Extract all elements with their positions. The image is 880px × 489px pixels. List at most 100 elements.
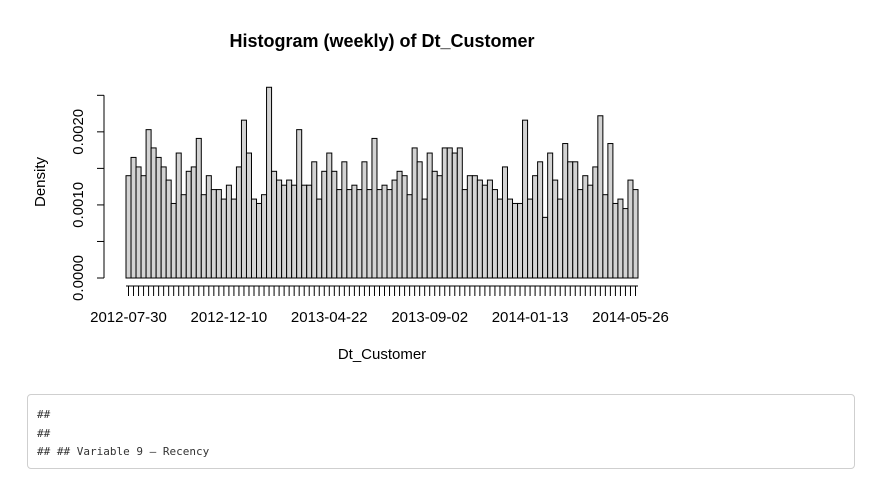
histogram-bar — [421, 198, 428, 279]
histogram-bar — [456, 147, 463, 279]
histogram-bar — [321, 170, 328, 279]
histogram-bar — [461, 189, 468, 279]
histogram-bar — [522, 119, 529, 279]
histogram-bar — [582, 175, 589, 279]
histogram-bar — [512, 202, 519, 279]
histogram-bar — [396, 170, 403, 279]
x-tick-label: 2012-07-30 — [90, 309, 167, 326]
histogram-bar — [466, 175, 473, 279]
histogram-bar — [371, 137, 378, 279]
histogram-bars — [125, 86, 639, 279]
console-line: ## — [37, 426, 51, 440]
histogram-bar — [572, 161, 579, 279]
histogram-bar — [155, 156, 162, 279]
histogram-bar — [597, 115, 604, 279]
histogram-bar — [587, 184, 594, 279]
histogram-bar — [411, 147, 418, 279]
histogram-bar — [135, 166, 142, 279]
histogram-bar — [401, 175, 408, 279]
histogram-bar — [205, 175, 212, 279]
histogram-bar — [225, 184, 232, 279]
x-tick-label: 2013-04-22 — [291, 309, 368, 326]
histogram-bar — [130, 156, 137, 279]
histogram-bar — [436, 175, 443, 279]
histogram-bar — [622, 208, 629, 279]
histogram-bar — [567, 161, 574, 279]
histogram-bar — [250, 198, 258, 279]
histogram-bar — [416, 161, 423, 279]
histogram-bar — [291, 184, 298, 279]
histogram-bar — [341, 161, 348, 279]
x-axis-label: Dt_Customer — [338, 346, 426, 363]
histogram-bar — [346, 189, 353, 279]
y-tick-label: 0.0000 — [70, 255, 87, 301]
histogram-bar — [240, 119, 247, 279]
histogram-bar — [552, 179, 559, 279]
histogram-bar — [160, 166, 167, 279]
histogram-bar — [592, 166, 599, 279]
histogram-bar — [256, 202, 263, 279]
histogram-bar — [577, 189, 584, 279]
histogram-bar — [537, 161, 544, 279]
histogram-bar — [361, 161, 368, 279]
y-tick-label: 0.0010 — [70, 182, 87, 228]
histogram-bar — [547, 152, 554, 279]
histogram-bar — [431, 170, 438, 279]
histogram-bar — [165, 179, 172, 279]
histogram-bar — [185, 170, 192, 279]
x-tick-label: 2012-12-10 — [191, 309, 268, 326]
histogram-bar — [200, 194, 207, 279]
histogram-bar — [245, 152, 252, 279]
histogram-bar — [271, 170, 278, 279]
histogram-bar — [557, 198, 564, 279]
histogram-bar — [306, 184, 313, 279]
histogram-bar — [617, 198, 624, 279]
histogram-bar — [140, 175, 147, 279]
histogram-bar — [391, 179, 398, 279]
console-line: ## ## Variable 9 — Recency — [37, 445, 210, 458]
histogram-bar — [471, 175, 478, 279]
x-tick-label: 2014-01-13 — [492, 309, 569, 326]
histogram-bar — [501, 166, 508, 279]
histogram-bar — [476, 179, 483, 279]
histogram-bar — [426, 152, 433, 279]
histogram-bar — [532, 175, 539, 279]
histogram-bar — [175, 152, 182, 279]
histogram-bar — [180, 194, 187, 279]
x-tick-label: 2013-09-02 — [391, 309, 468, 326]
console-output: ## ## ## ## Variable 9 — Recency — [27, 394, 855, 469]
histogram-bar — [210, 189, 217, 279]
histogram-bar — [356, 189, 363, 279]
histogram-bar — [527, 198, 534, 279]
histogram-bar — [125, 175, 132, 279]
histogram-bar — [220, 198, 227, 279]
histogram-bar — [406, 194, 413, 279]
histogram-bar — [296, 129, 303, 279]
histogram-bar — [266, 86, 273, 279]
histogram-bar — [316, 198, 323, 279]
histogram-bar — [336, 189, 343, 279]
histogram-bar — [451, 152, 458, 279]
y-tick-label: 0.0020 — [70, 109, 87, 155]
histogram-bar — [542, 216, 549, 279]
histogram-bar — [486, 179, 493, 279]
y-axis-label: Density — [32, 156, 49, 207]
histogram-bar — [386, 189, 393, 279]
histogram-bar — [481, 184, 488, 279]
histogram-bar — [441, 147, 448, 279]
histogram-bar — [376, 189, 383, 279]
histogram-bar — [190, 166, 197, 279]
histogram-bar — [366, 189, 373, 279]
histogram-bar — [195, 137, 202, 279]
histogram-bar — [491, 189, 498, 279]
histogram-bar — [632, 189, 639, 279]
histogram-bar — [170, 202, 177, 279]
histogram-bar — [230, 198, 237, 279]
histogram-bar — [326, 152, 333, 279]
histogram-bar — [381, 184, 388, 279]
histogram-chart: Histogram (weekly) of Dt_Customer Densit… — [32, 31, 669, 363]
chart-title: Histogram (weekly) of Dt_Customer — [229, 31, 534, 51]
histogram-bar — [602, 194, 609, 279]
histogram-bar — [496, 198, 503, 279]
histogram-bar — [150, 147, 157, 279]
